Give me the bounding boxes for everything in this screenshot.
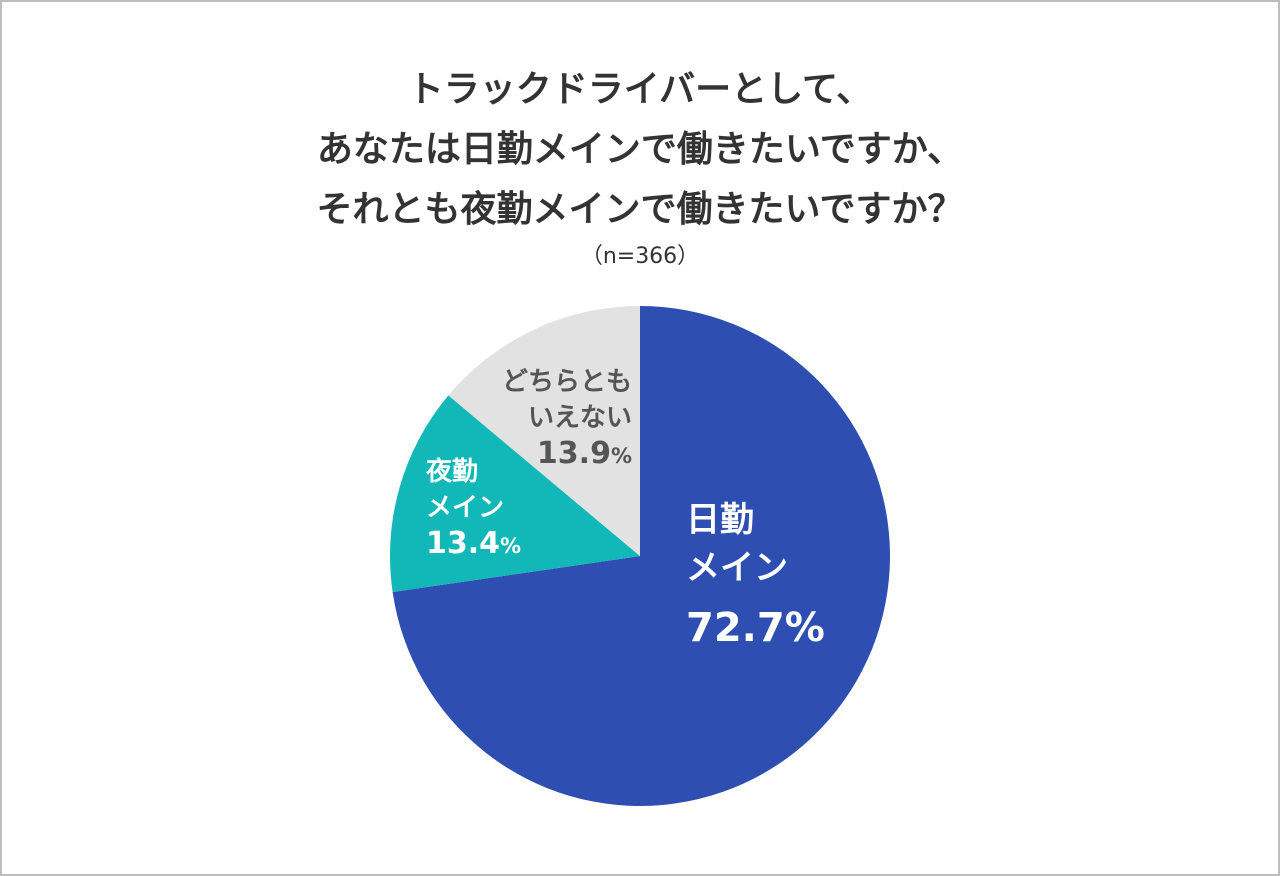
sample-size: （n=366） (580, 244, 700, 269)
label-night-line2: メイン (426, 493, 505, 523)
slice-day-shift (392, 306, 890, 806)
label-neither: どちらとも いえない 13.9% (488, 364, 632, 474)
title-line-1: トラックドライバーとして、 (407, 69, 873, 110)
day-value: 72.7 (686, 605, 785, 651)
label-day-line1: 日勤 (686, 500, 754, 540)
label-night-shift: 夜勤 メイン 13.4% (426, 454, 521, 564)
label-neither-line1: どちらとも (501, 367, 632, 397)
label-day-shift: 日勤 メイン 72.7% (686, 496, 825, 652)
day-percent-sign: % (784, 605, 825, 651)
label-night-value: 13.4% (426, 526, 521, 564)
label-neither-value: 13.9% (488, 436, 632, 474)
night-percent-sign: % (500, 534, 522, 558)
label-neither-line2: いえない (527, 403, 632, 433)
slice-night-shift (390, 395, 640, 593)
label-night-line1: 夜勤 (426, 457, 479, 487)
slice-neither (448, 306, 640, 556)
title-line-3: それとも夜勤メインで働きたいですか？ (316, 189, 964, 230)
label-day-line2: メイン (686, 548, 788, 588)
title-line-2: あなたは日勤メインで働きたいですか、 (316, 129, 964, 170)
neither-percent-sign: % (610, 444, 632, 468)
night-value: 13.4 (426, 526, 501, 561)
label-day-value: 72.7% (686, 604, 825, 652)
chart-title: トラックドライバーとして、 あなたは日勤メインで働きたいですか、 それとも夜勤メ… (2, 60, 1278, 240)
neither-value: 13.9 (536, 436, 611, 471)
